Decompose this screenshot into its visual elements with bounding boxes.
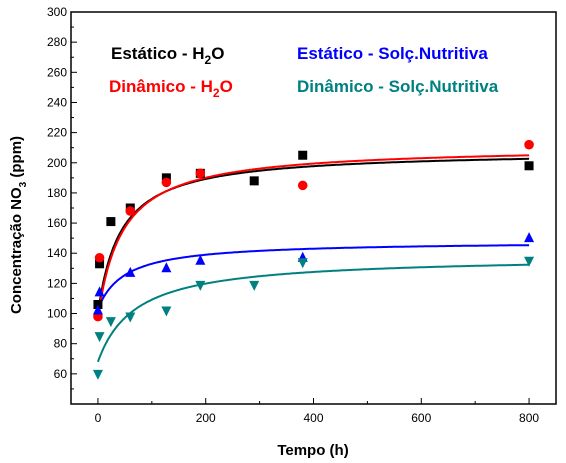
data-point-triangle-down (105, 317, 116, 328)
data-point-square (95, 259, 105, 269)
x-tick-label: 200 (196, 411, 216, 425)
data-point-circle (297, 180, 308, 191)
legend-entry: Dinâmico - Solç.Nutritiva (297, 77, 499, 96)
data-point-triangle-down (125, 312, 136, 323)
legend-entry-main: Estático - H (111, 44, 205, 63)
x-axis-title: Tempo (h) (277, 442, 348, 459)
data-point-triangle-up (195, 254, 206, 265)
data-point-triangle-down (249, 280, 260, 291)
plot-border (70, 11, 557, 405)
data-point-circle (94, 252, 105, 263)
data-point-triangle-up (524, 232, 535, 243)
y-tick-label: 300 (47, 5, 67, 19)
y-tick-label: 220 (47, 126, 67, 140)
legend-entry-tail: O (220, 77, 233, 96)
legend-entry-main: Estático - Solç.Nutritiva (297, 44, 488, 63)
y-tick-label: 260 (47, 65, 67, 79)
data-points (92, 139, 535, 380)
y-tick-label: 120 (47, 276, 67, 290)
legend-entry-main: Dinâmico - H (109, 77, 213, 96)
data-point-triangle-down (161, 306, 172, 317)
y-axis-title-main: Concentração NO (8, 187, 25, 314)
y-tick-label: 60 (54, 367, 68, 381)
y-tick-label: 160 (47, 216, 67, 230)
y-axis: 60 80 100 120 140 160 180 200 220 240 260 280 300 (47, 5, 77, 390)
x-tick-label: 800 (519, 411, 539, 425)
data-point-triangle-up (94, 286, 105, 297)
fit-curves (96, 154, 530, 363)
legend-entry: Estático - Solç.Nutritiva (297, 44, 488, 63)
data-point-square (249, 176, 259, 186)
y-tick-label: 200 (47, 156, 67, 170)
legend-entry: Estático - H2O (111, 44, 224, 67)
data-point-triangle-down (297, 258, 308, 269)
y-tick-label: 100 (47, 307, 67, 321)
y-tick-label: 80 (54, 337, 68, 351)
data-point-square (106, 217, 116, 227)
y-tick-label: 280 (47, 35, 67, 49)
y-axis-title-subscript: 3 (18, 181, 29, 187)
legend-entry: Dinâmico - H2O (109, 77, 233, 100)
y-axis-title-unit: (ppm) (8, 136, 25, 182)
x-tick-label: 600 (411, 411, 431, 425)
fit-curve (96, 154, 530, 319)
data-point-triangle-down (92, 369, 103, 380)
fit-curve (96, 263, 530, 363)
y-tick-label: 240 (47, 95, 67, 109)
data-point-triangle-up (125, 266, 136, 277)
x-tick-label: 400 (303, 411, 323, 425)
data-point-circle (195, 168, 206, 179)
data-point-triangle-down (524, 256, 535, 267)
data-point-square (298, 150, 308, 160)
y-tick-label: 180 (47, 186, 67, 200)
data-point-circle (524, 139, 534, 150)
legend-entry-subscript: 2 (205, 53, 212, 67)
plot-frame (70, 11, 557, 405)
data-point-triangle-up (92, 304, 103, 315)
legend-entry-tail: O (211, 44, 224, 63)
fit-curve (96, 244, 530, 310)
x-axis: 0 200 400 600 800 (95, 398, 539, 425)
y-tick-label: 140 (47, 246, 67, 260)
data-point-circle (161, 177, 172, 188)
data-point-triangle-down (94, 332, 105, 343)
legend-entry-subscript: 2 (213, 86, 220, 100)
y-axis-title: Concentração NO3 (ppm) (8, 136, 29, 314)
x-tick-label: 0 (95, 411, 102, 425)
data-point-square (93, 299, 103, 309)
legend-entry-main: Dinâmico - Solç.Nutritiva (297, 77, 499, 96)
data-point-square (524, 161, 534, 171)
data-point-triangle-down (195, 280, 206, 291)
data-point-circle (125, 206, 136, 216)
data-point-triangle-up (161, 262, 172, 273)
